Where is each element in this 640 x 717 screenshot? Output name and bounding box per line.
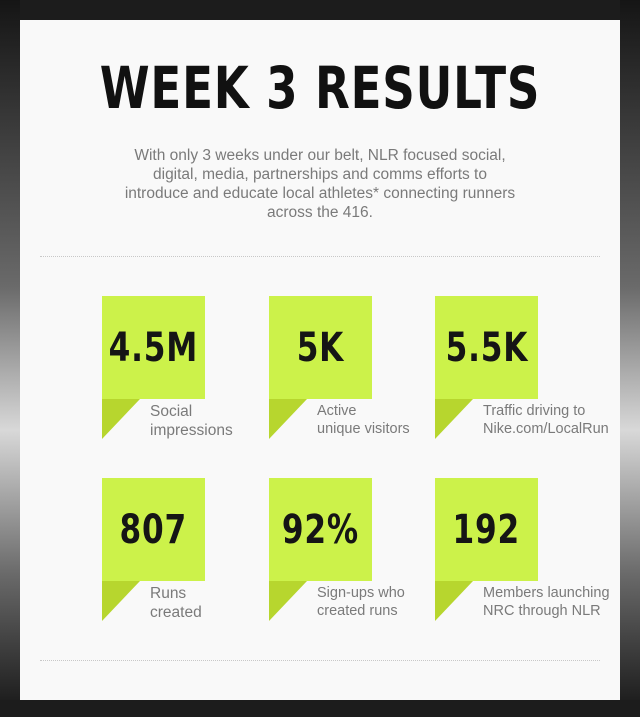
stat-fold <box>102 399 140 439</box>
stat-social-impressions: 4.5M Social impressions <box>102 296 302 456</box>
stat-members: 192 Members launching NRC through NLR <box>435 478 635 638</box>
stat-fold <box>269 399 307 439</box>
stat-value: 4.5M <box>108 324 199 371</box>
stat-box: 92% <box>269 478 372 581</box>
stat-box: 807 <box>102 478 205 581</box>
divider-bottom <box>40 660 600 661</box>
stat-value: 92% <box>281 506 360 553</box>
stat-fold <box>435 399 473 439</box>
stat-label: Members launching NRC through NLR <box>483 585 610 619</box>
stat-box: 192 <box>435 478 538 581</box>
stat-label: Runs created <box>150 585 202 621</box>
frame-right <box>620 0 640 717</box>
page-title: WEEK 3 RESULTS <box>99 54 541 122</box>
stat-value: 5.5K <box>445 324 528 371</box>
stat-box: 5.5K <box>435 296 538 399</box>
stat-fold <box>102 581 140 621</box>
stat-fold <box>269 581 307 621</box>
stat-value: 192 <box>452 506 521 553</box>
stat-value: 807 <box>119 506 188 553</box>
intro-text: With only 3 weeks under our belt, NLR fo… <box>124 147 516 221</box>
stat-signups: 92% Sign-ups who created runs <box>269 478 469 638</box>
stat-label: Sign-ups who created runs <box>317 585 405 619</box>
stat-box: 4.5M <box>102 296 205 399</box>
stat-label: Traffic driving to Nike.com/LocalRun <box>483 403 609 437</box>
frame-left <box>0 0 20 717</box>
stat-label: Active unique visitors <box>317 403 410 437</box>
results-panel: WEEK 3 RESULTS With only 3 weeks under o… <box>20 20 620 700</box>
stat-traffic: 5.5K Traffic driving to Nike.com/LocalRu… <box>435 296 635 456</box>
frame-top <box>0 0 640 20</box>
stat-box: 5K <box>269 296 372 399</box>
stat-label: Social impressions <box>150 403 233 439</box>
divider-top <box>40 256 600 257</box>
stat-value: 5K <box>296 324 345 371</box>
frame-bottom <box>0 700 640 717</box>
stat-fold <box>435 581 473 621</box>
stat-active-visitors: 5K Active unique visitors <box>269 296 469 456</box>
stat-runs-created: 807 Runs created <box>102 478 302 638</box>
